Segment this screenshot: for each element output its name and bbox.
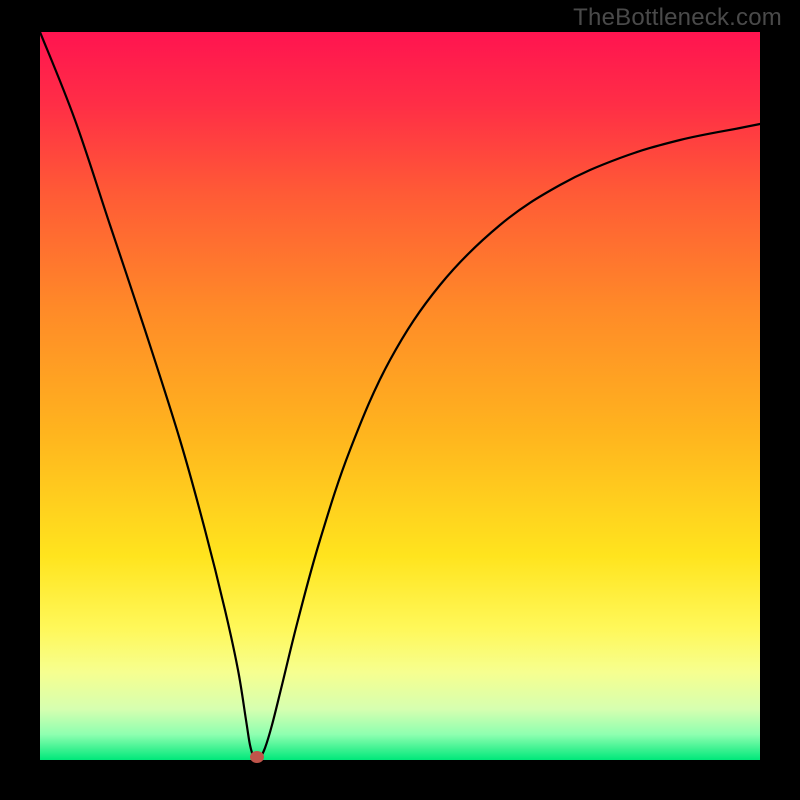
chart-area	[40, 32, 760, 760]
watermark-text: TheBottleneck.com	[573, 4, 782, 32]
minimum-marker	[250, 751, 264, 763]
bottleneck-curve	[40, 32, 760, 760]
